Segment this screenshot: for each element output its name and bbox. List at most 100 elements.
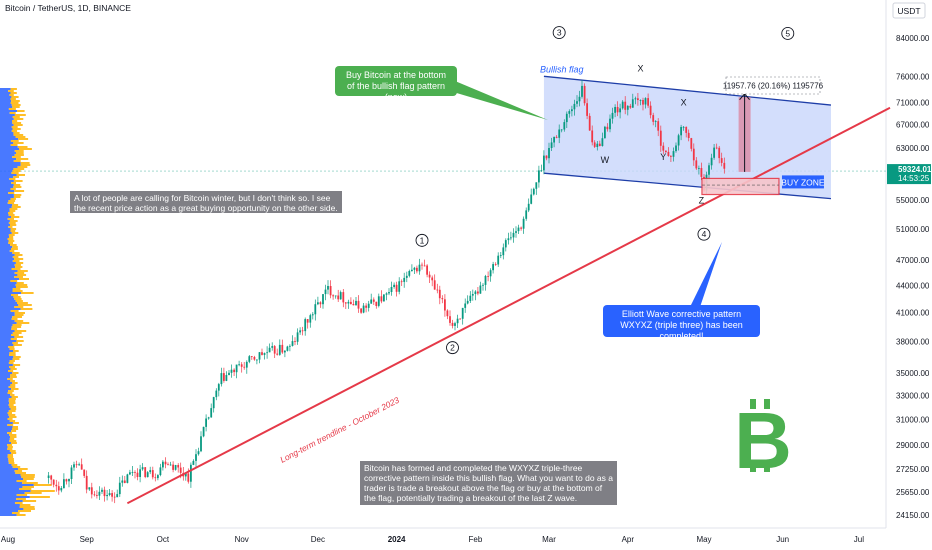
profile-bar-up xyxy=(0,436,10,438)
candle-body xyxy=(380,296,383,302)
candle-body xyxy=(464,303,467,308)
candle-body xyxy=(329,286,332,296)
profile-bar-down xyxy=(9,220,18,222)
profile-bar-up xyxy=(0,466,13,468)
flag-bottom-line xyxy=(543,172,832,200)
profile-bar-down xyxy=(17,302,28,304)
profile-bar-up xyxy=(0,508,24,510)
candle-body xyxy=(576,101,578,104)
profile-bar-down xyxy=(10,384,16,386)
candle-body xyxy=(680,127,682,136)
profile-bar-down xyxy=(9,450,16,452)
candle-body xyxy=(596,143,599,147)
profile-bar-up xyxy=(0,138,19,140)
candle-body xyxy=(372,299,375,302)
candle-body xyxy=(682,126,685,128)
profile-bar-up xyxy=(0,110,18,112)
profile-bar-up xyxy=(0,416,10,418)
profile-bar-up xyxy=(0,338,11,340)
profile-bar-up xyxy=(0,398,9,400)
trendline xyxy=(126,106,891,505)
candle-body xyxy=(408,271,411,276)
profile-bar-down xyxy=(13,344,22,346)
profile-bar-up xyxy=(0,506,20,508)
profile-bar-down xyxy=(14,336,24,338)
candle-body xyxy=(713,147,715,158)
candle-body xyxy=(80,464,83,470)
candle-body xyxy=(413,267,416,270)
profile-bar-down xyxy=(13,184,21,186)
candle-body xyxy=(256,359,258,361)
profile-bar-up xyxy=(0,354,9,356)
profile-bar-up xyxy=(0,298,15,300)
profile-bar-down xyxy=(7,392,13,394)
candle-body xyxy=(337,295,340,300)
candle-body xyxy=(167,464,169,466)
profile-bar-down xyxy=(10,244,17,246)
profile-bar-down xyxy=(10,224,17,226)
profile-bar-up xyxy=(0,128,13,130)
candle-body xyxy=(289,345,291,347)
candle-body xyxy=(708,165,710,175)
profile-bar-down xyxy=(9,94,14,96)
profile-bar-down xyxy=(20,308,33,310)
profile-bar-down xyxy=(8,390,14,392)
profile-bar-up xyxy=(0,104,12,106)
profile-bar-up xyxy=(0,340,17,342)
candle-body xyxy=(200,436,202,452)
profile-bar-down xyxy=(9,402,16,404)
profile-bar-up xyxy=(0,294,11,296)
profile-bar-up xyxy=(0,94,10,96)
candle-body xyxy=(588,115,591,131)
profile-bar-down xyxy=(16,282,24,284)
candle-body xyxy=(111,493,113,497)
countdown-label: 14:53:25 xyxy=(898,174,930,183)
candle-body xyxy=(515,231,517,233)
profile-bar-up xyxy=(0,308,21,310)
profile-bar-up xyxy=(0,168,14,170)
profile-bar-down xyxy=(24,492,42,494)
profile-bar-down xyxy=(9,420,16,422)
candle-body xyxy=(718,147,721,159)
profile-bar-up xyxy=(0,464,12,466)
profile-bar-down xyxy=(12,252,20,254)
profile-bar-down xyxy=(14,276,23,278)
profile-bar-down xyxy=(22,482,38,484)
profile-bar-up xyxy=(0,314,15,316)
candle-body xyxy=(568,111,571,114)
candle-body xyxy=(146,472,149,478)
profile-bar-down xyxy=(19,506,35,508)
profile-bar-up xyxy=(0,150,15,152)
profile-bar-up xyxy=(0,414,9,416)
candle-body xyxy=(126,474,129,483)
candle-body xyxy=(487,276,489,277)
profile-bar-down xyxy=(7,456,14,458)
profile-bar-up xyxy=(0,228,11,230)
profile-bar-down xyxy=(8,386,16,388)
candle-body xyxy=(215,390,218,398)
profile-bar-down xyxy=(7,446,13,448)
profile-bar-up xyxy=(0,492,25,494)
profile-bar-up xyxy=(0,156,13,158)
corrective-label: W xyxy=(601,155,610,165)
profile-bar-up xyxy=(0,166,18,168)
blue-callout-pointer xyxy=(690,242,722,307)
profile-bar-down xyxy=(10,188,16,190)
candle-body xyxy=(377,296,380,306)
profile-bar-up xyxy=(0,402,10,404)
profile-bar-up xyxy=(0,276,15,278)
candle-body xyxy=(88,487,91,490)
currency-button[interactable] xyxy=(892,2,926,19)
profile-bar-up xyxy=(0,510,19,512)
profile-bar-up xyxy=(0,384,11,386)
candle-body xyxy=(461,307,464,319)
profile-bar-up xyxy=(0,244,11,246)
candle-body xyxy=(428,274,431,278)
candle-body xyxy=(357,300,360,309)
profile-bar-up xyxy=(0,328,12,330)
profile-bar-up xyxy=(0,136,16,138)
profile-bar-down xyxy=(8,362,14,364)
profile-bar-up xyxy=(0,278,20,280)
y-tick-label: 47000.00 xyxy=(896,256,930,265)
